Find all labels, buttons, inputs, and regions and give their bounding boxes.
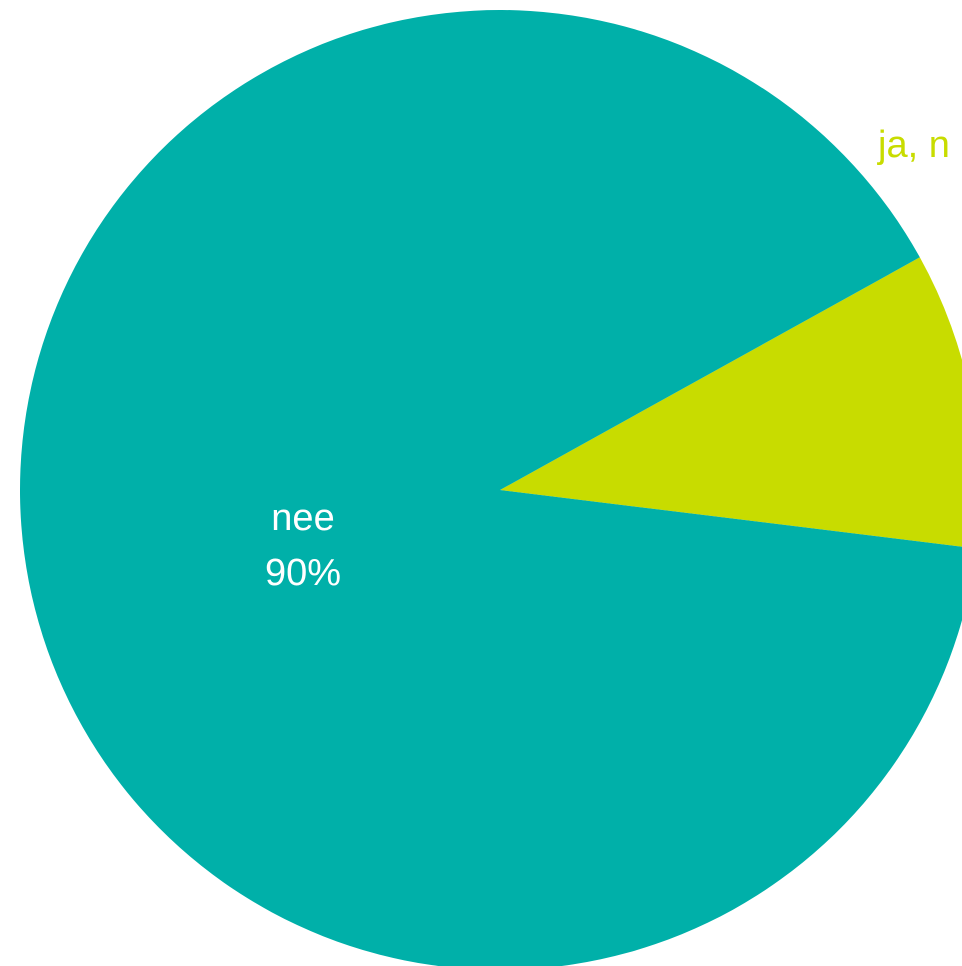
pie-slice-ja <box>500 257 962 547</box>
slice-value-nee: 90% <box>265 552 341 594</box>
slice-label-ja: ja, n <box>877 124 950 166</box>
pie-slices <box>20 9 962 966</box>
pie-slice-nee <box>20 9 962 966</box>
slice-label-nee: nee <box>271 497 334 539</box>
pie-labels: nee 90% ja, n <box>265 124 950 594</box>
